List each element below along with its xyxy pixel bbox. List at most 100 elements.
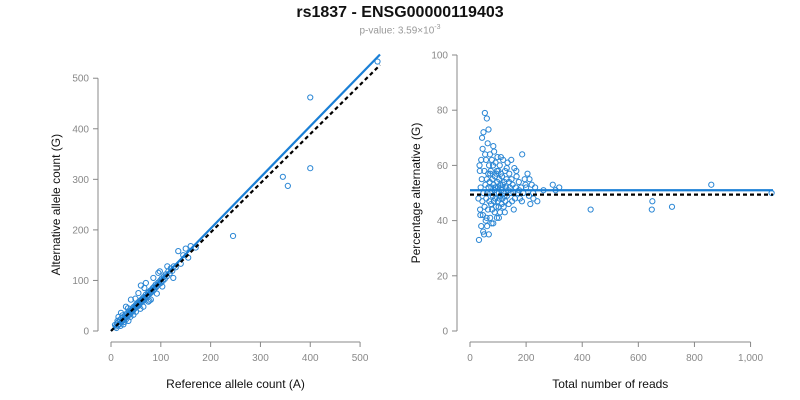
- y-axis-title: Percentage alternative (G): [409, 123, 423, 264]
- chart-subtitle: p-value: 3.59×10-3: [0, 24, 800, 36]
- scatter-panel-2: 0 200 400 600 800 1,000 0 20 40 60 80 100 Total numb…: [409, 51, 775, 391]
- data-point: [117, 322, 124, 330]
- data-point: [480, 228, 487, 235]
- data-point: [549, 181, 556, 188]
- data-point: [374, 58, 381, 65]
- y-tick-label: 80: [437, 106, 449, 117]
- data-point: [141, 284, 148, 292]
- data-point: [137, 305, 144, 312]
- y-tick-label: 60: [437, 161, 449, 172]
- data-point: [132, 308, 140, 315]
- data-point: [513, 173, 520, 180]
- y-tick-label: 100: [431, 51, 448, 62]
- data-point: [496, 162, 503, 169]
- data-point: [484, 223, 491, 230]
- data-point: [493, 214, 501, 221]
- y-axis-title: Alternative allele count (G): [49, 134, 63, 275]
- data-point: [587, 206, 594, 213]
- x-tick-label: 100: [152, 353, 169, 364]
- data-point: [515, 178, 522, 186]
- data-point: [648, 206, 655, 213]
- data-point: [668, 203, 676, 210]
- data-point: [284, 182, 291, 190]
- data-point: [649, 198, 656, 205]
- data-point: [170, 274, 177, 282]
- data-point: [510, 206, 517, 213]
- x-tick-label: 300: [252, 353, 269, 364]
- chart-title: rs1837 - ENSG00000119403: [296, 4, 504, 21]
- y-tick-label: 500: [72, 74, 89, 85]
- data-point: [483, 214, 490, 221]
- data-point: [481, 109, 488, 117]
- data-point: [229, 232, 237, 240]
- y-tick-label: 100: [72, 276, 89, 287]
- data-point: [485, 231, 492, 238]
- data-point: [482, 217, 489, 224]
- data-point: [484, 140, 491, 147]
- y-tick-label: 0: [83, 327, 89, 338]
- data-point: [522, 181, 529, 188]
- data-point: [495, 214, 502, 221]
- data-point: [115, 313, 122, 320]
- data-point: [132, 295, 139, 302]
- data-point: [135, 289, 142, 297]
- data-point: [505, 178, 513, 186]
- data-point: [307, 165, 314, 172]
- data-point: [142, 279, 149, 287]
- x-tick-label: 1,000: [738, 353, 763, 364]
- data-point: [506, 170, 513, 177]
- data-point: [527, 200, 534, 208]
- data-point: [475, 236, 483, 244]
- data-point: [479, 145, 486, 152]
- data-point: [153, 290, 160, 297]
- data-point: [279, 173, 286, 180]
- data-point: [477, 211, 484, 219]
- data-point: [175, 248, 182, 255]
- data-point: [487, 170, 494, 177]
- data-point: [155, 269, 162, 276]
- data-point: [484, 206, 492, 213]
- data-point: [478, 134, 486, 141]
- y-tick-label: 0: [442, 327, 448, 338]
- data-point: [145, 298, 152, 305]
- y-tick-label: 20: [437, 271, 449, 282]
- data-point: [164, 263, 171, 270]
- data-point: [492, 159, 499, 166]
- x-axis-title: Total number of reads: [552, 377, 668, 391]
- data-point: [499, 181, 506, 188]
- data-point: [490, 142, 497, 150]
- pvalue-text: p-value: 3.59×10: [359, 25, 435, 37]
- data-point: [498, 173, 506, 180]
- data-point: [307, 94, 314, 101]
- scatter-panel-1: 0 100 200 300 400 500 0 100 200 300 400 500 Referenc…: [49, 53, 381, 391]
- x-tick-label: 200: [202, 353, 219, 364]
- data-point: [480, 129, 487, 136]
- data-point: [518, 198, 526, 205]
- x-tick-label: 0: [467, 353, 473, 364]
- x-tick-label: 400: [574, 353, 591, 364]
- data-point: [494, 154, 501, 161]
- data-point: [182, 245, 189, 252]
- data-point: [146, 297, 153, 304]
- expected-line: [110, 64, 381, 332]
- y-tick-label: 300: [72, 175, 89, 186]
- data-point: [121, 318, 128, 325]
- data-point: [478, 223, 485, 230]
- data-point: [708, 181, 715, 188]
- data-point: [127, 313, 134, 320]
- fit-line: [110, 53, 381, 332]
- data-point: [491, 148, 498, 155]
- data-point: [488, 220, 495, 227]
- x-tick-label: 0: [108, 353, 114, 364]
- data-point: [500, 203, 507, 210]
- x-tick-label: 500: [352, 353, 369, 364]
- data-point: [488, 156, 495, 163]
- data-point: [156, 268, 163, 275]
- data-point: [497, 154, 504, 161]
- data-point: [513, 167, 520, 175]
- data-point: [508, 156, 515, 163]
- data-point: [493, 167, 501, 175]
- data-point: [519, 151, 526, 158]
- data-point: [524, 170, 531, 177]
